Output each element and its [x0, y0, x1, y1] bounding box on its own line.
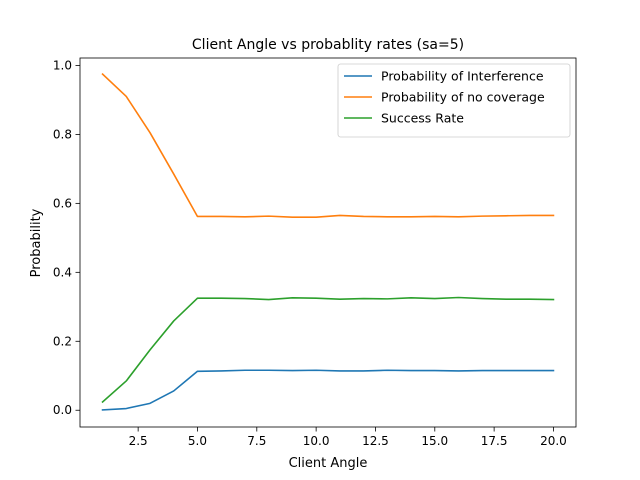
- x-tick-label: 17.5: [481, 434, 508, 448]
- y-tick-label: 0.4: [53, 265, 72, 279]
- y-tick-label: 0.8: [53, 127, 72, 141]
- y-tick-label: 0.2: [53, 334, 72, 348]
- x-tick-label: 12.5: [362, 434, 389, 448]
- y-tick-label: 0.6: [53, 196, 72, 210]
- series-line-1: [101, 369, 555, 411]
- series-line-2: [101, 72, 555, 218]
- y-tick-label: 0.0: [53, 403, 72, 417]
- x-tick-label: 5.0: [188, 434, 207, 448]
- legend-frame: [337, 63, 571, 138]
- x-tick-label: 15.0: [421, 434, 448, 448]
- x-tick-label: 7.5: [247, 434, 266, 448]
- y-tick-label: 1.0: [53, 58, 72, 72]
- series-line-3: [101, 296, 555, 404]
- x-axis: 2.5 5.0 7.5 10.0 12.5 15.0 17.5 20.0: [129, 427, 567, 448]
- x-axis-label: Client Angle: [289, 456, 368, 471]
- x-tick-label: 2.5: [129, 434, 148, 448]
- series-layer: [101, 72, 555, 411]
- legend-label-1: Probability of Interference: [381, 69, 544, 84]
- x-tick-label: 20.0: [540, 434, 567, 448]
- x-tick-label: 10.0: [303, 434, 330, 448]
- y-axis: 0.0 0.2 0.4 0.6 0.8 1.0: [53, 58, 80, 417]
- y-axis-label: Probability: [29, 208, 44, 277]
- legend-label-2: Probability of no coverage: [381, 90, 545, 105]
- legend-label-3: Success Rate: [381, 111, 464, 126]
- chart-title: Client Angle vs probablity rates (sa=5): [192, 37, 464, 53]
- legend: Probability of Interference Probability o…: [337, 63, 571, 138]
